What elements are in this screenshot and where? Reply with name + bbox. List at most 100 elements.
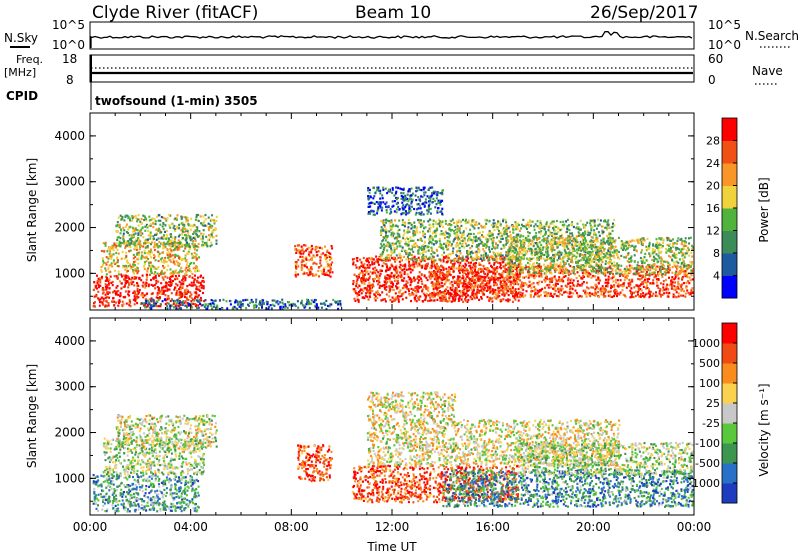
power-heatmap-cells — [92, 186, 694, 311]
heatmap-cell — [376, 258, 379, 261]
heatmap-cell — [125, 240, 128, 243]
heatmap-cell — [147, 304, 149, 307]
heatmap-cell — [545, 258, 548, 261]
heatmap-cell — [157, 227, 160, 230]
heatmap-cell — [587, 231, 590, 234]
heatmap-cell — [576, 251, 579, 254]
heatmap-cell — [435, 248, 438, 252]
heatmap-cell — [423, 274, 426, 277]
heatmap-cell — [372, 285, 375, 288]
heatmap-cell — [180, 270, 183, 273]
heatmap-cell — [121, 250, 124, 254]
heatmap-cell — [678, 272, 681, 275]
heatmap-cell — [441, 191, 444, 194]
heatmap-cell — [508, 257, 510, 261]
heatmap-cell — [372, 213, 375, 216]
heatmap-cell — [196, 245, 199, 248]
heatmap-cell — [430, 271, 433, 274]
heatmap-cell — [305, 249, 307, 252]
heatmap-cell — [421, 265, 424, 268]
heatmap-cell — [165, 260, 168, 263]
heatmap-cell — [417, 275, 420, 278]
heatmap-cell — [471, 269, 474, 273]
heatmap-cell — [116, 248, 119, 251]
heatmap-cell — [362, 277, 365, 281]
heatmap-cell — [137, 214, 140, 217]
heatmap-cell — [459, 282, 462, 285]
heatmap-cell — [178, 297, 181, 300]
heatmap-cell — [405, 283, 408, 286]
heatmap-cell — [366, 257, 369, 260]
heatmap-cell — [492, 267, 495, 270]
heatmap-cell — [514, 293, 517, 296]
heatmap-cell — [384, 239, 387, 242]
heatmap-cell — [479, 267, 482, 270]
heatmap-cell — [399, 263, 402, 266]
heatmap-cell — [388, 242, 391, 245]
heatmap-cell — [129, 245, 132, 249]
heatmap-cell — [409, 284, 412, 287]
heatmap-cell — [441, 285, 444, 288]
heatmap-cell — [609, 277, 612, 280]
heatmap-cell — [188, 283, 191, 286]
heatmap-cell — [501, 234, 504, 237]
heatmap-cell — [196, 267, 199, 270]
heatmap-cell — [117, 300, 120, 303]
heatmap-cell — [398, 252, 401, 256]
heatmap-cell — [368, 294, 371, 297]
heatmap-cell — [386, 241, 389, 244]
heatmap-cell — [603, 295, 606, 298]
heatmap-cell — [399, 275, 402, 278]
heatmap-cell — [503, 246, 505, 249]
heatmap-cell — [372, 280, 375, 283]
heatmap-cell — [120, 282, 123, 285]
heatmap-cell — [418, 286, 421, 289]
heatmap-cell — [590, 229, 593, 232]
heatmap-cell — [156, 243, 159, 246]
heatmap-cell — [649, 290, 652, 293]
heatmap-cell — [475, 223, 478, 226]
heatmap-cell — [362, 256, 365, 260]
heatmap-cell — [520, 256, 523, 259]
heatmap-cell — [410, 278, 413, 281]
heatmap-cell — [451, 243, 454, 246]
heatmap-cell — [113, 275, 116, 278]
heatmap-cell — [107, 302, 110, 305]
heatmap-cell — [554, 284, 557, 287]
heatmap-cell — [571, 234, 574, 237]
heatmap-cell — [93, 304, 95, 308]
heatmap-cell — [689, 293, 692, 296]
heatmap-cell — [182, 244, 185, 247]
heatmap-cell — [480, 240, 483, 244]
heatmap-cell — [93, 295, 96, 298]
heatmap-cell — [119, 280, 121, 283]
heatmap-cell — [354, 264, 357, 267]
heatmap-cell — [131, 230, 134, 233]
heatmap-cell — [580, 235, 583, 238]
heatmap-cell — [486, 233, 489, 236]
heatmap-cell — [176, 293, 179, 297]
heatmap-cell — [368, 191, 371, 194]
heatmap-cell — [589, 224, 592, 227]
heatmap-cell — [389, 275, 392, 278]
heatmap-cell — [111, 300, 114, 303]
heatmap-cell — [515, 228, 518, 231]
heatmap-cell — [462, 233, 465, 236]
heatmap-cell — [405, 204, 407, 207]
heatmap-cell — [185, 236, 188, 239]
heatmap-cell — [125, 276, 128, 279]
heatmap-cell — [413, 263, 416, 266]
heatmap-cell — [459, 239, 462, 242]
heatmap-cell — [136, 229, 139, 232]
heatmap-cell — [457, 243, 460, 246]
heatmap-cell — [415, 229, 418, 232]
heatmap-cell — [183, 223, 186, 226]
heatmap-cell — [199, 296, 202, 300]
heatmap-cell — [185, 237, 188, 240]
heatmap-cell — [164, 303, 167, 306]
heatmap-cell — [513, 281, 516, 284]
heatmap-cell — [162, 228, 165, 231]
heatmap-cell — [435, 193, 438, 196]
heatmap-cell — [493, 222, 496, 225]
heatmap-cell — [109, 246, 111, 249]
